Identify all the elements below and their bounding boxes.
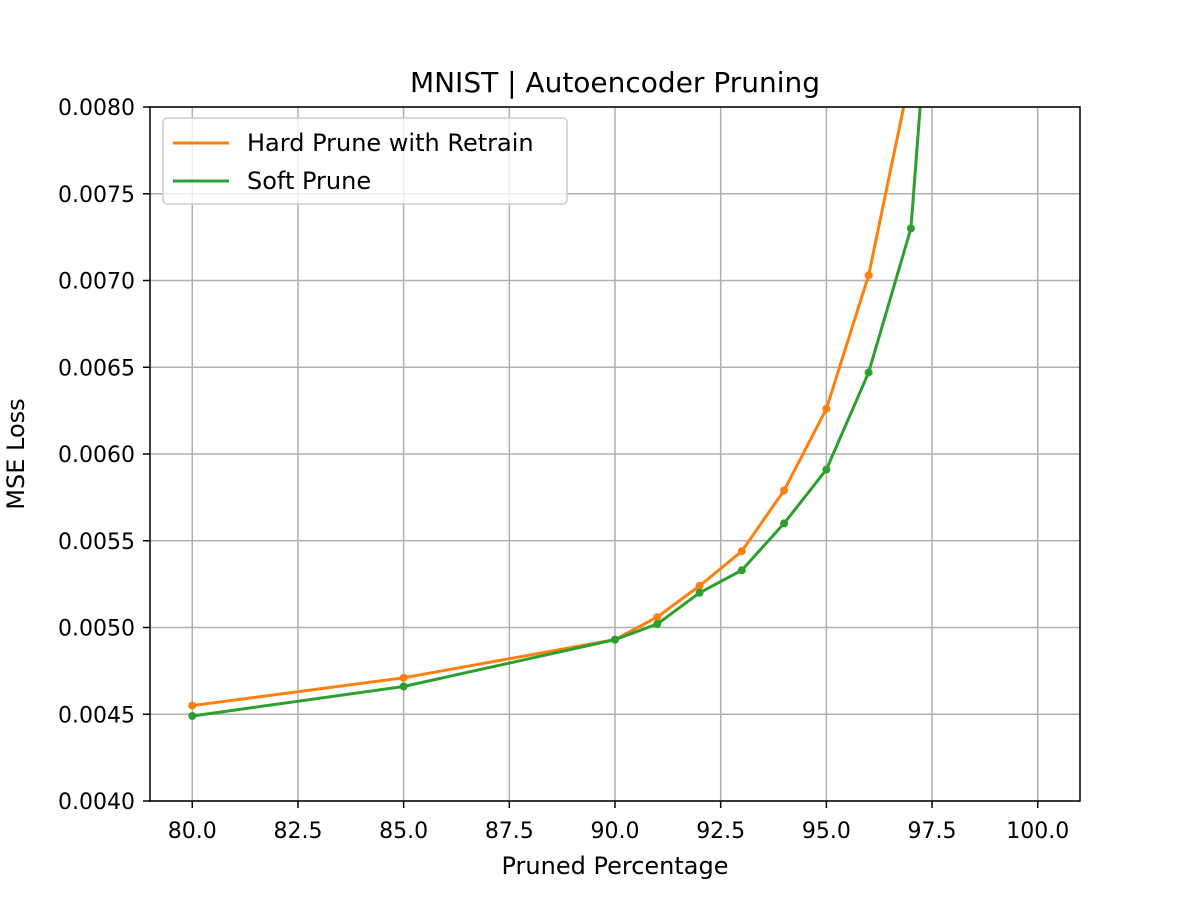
data-point-soft-prune: [399, 682, 408, 691]
data-point-soft-prune: [188, 711, 197, 720]
y-tick-label: 0.0040: [58, 790, 135, 815]
data-point-soft-prune: [906, 224, 915, 233]
x-tick-label: 85.0: [379, 819, 428, 844]
series-lines: [188, 68, 922, 720]
data-point-soft-prune: [653, 620, 662, 629]
data-point-hard-prune-with-retrain: [695, 581, 704, 590]
data-point-soft-prune: [822, 465, 831, 474]
y-axis-label: MSE Loss: [2, 398, 30, 509]
x-tick-label: 97.5: [908, 819, 957, 844]
y-tick-label: 0.0050: [58, 617, 135, 642]
legend: Hard Prune with Retrain Soft Prune: [162, 117, 568, 205]
y-tick-label: 0.0045: [58, 703, 135, 728]
data-point-hard-prune-with-retrain: [399, 673, 408, 682]
data-point-hard-prune-with-retrain: [653, 613, 662, 622]
y-tick-label: 0.0060: [58, 443, 135, 468]
data-point-hard-prune-with-retrain: [188, 701, 197, 710]
legend-label-hard-prune: Hard Prune with Retrain: [247, 129, 534, 157]
data-point-hard-prune-with-retrain: [737, 547, 746, 556]
data-point-soft-prune: [780, 519, 789, 528]
x-tick-label: 95.0: [802, 819, 851, 844]
legend-frame: [162, 117, 568, 205]
chart-title: MNIST | Autoencoder Pruning: [410, 66, 820, 99]
x-tick-label: 100.0: [1006, 819, 1069, 844]
legend-label-soft-prune: Soft Prune: [247, 167, 371, 195]
y-tick-label: 0.0070: [58, 270, 135, 295]
y-tick-label: 0.0080: [58, 96, 135, 121]
x-tick-label: 87.5: [485, 819, 534, 844]
data-point-hard-prune-with-retrain: [907, 68, 915, 76]
x-axis-label: Pruned Percentage: [502, 852, 729, 880]
data-point-hard-prune-with-retrain: [822, 404, 831, 413]
series-line-hard-prune-with-retrain: [190, 107, 906, 708]
grid-lines: [150, 106, 1080, 802]
data-point-soft-prune: [737, 566, 746, 575]
data-point-soft-prune: [864, 368, 873, 377]
data-point-soft-prune: [611, 635, 619, 644]
y-tick-label: 0.0055: [58, 530, 135, 555]
data-point-hard-prune-with-retrain: [864, 271, 873, 280]
data-point-soft-prune: [695, 588, 704, 597]
x-tick-label: 82.5: [273, 819, 322, 844]
y-tick-label: 0.0075: [58, 183, 135, 208]
data-point-hard-prune-with-retrain: [780, 486, 789, 495]
axis-ticks: 80.0 82.5 85.0 87.5 90.0 92.5 95.0 97.5 100.0 0.0…: [58, 96, 1069, 844]
x-tick-label: 80.0: [168, 819, 217, 844]
x-tick-label: 90.0: [591, 819, 640, 844]
x-tick-label: 92.5: [696, 819, 745, 844]
y-tick-label: 0.0065: [58, 356, 135, 381]
